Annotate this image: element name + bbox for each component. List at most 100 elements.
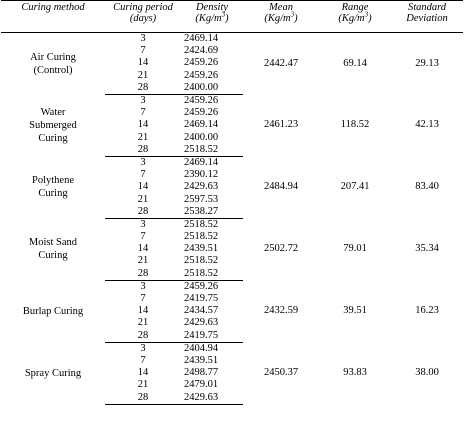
curing-method-cell: Spray Curing — [24, 367, 82, 379]
curing-period-cell: 14 — [137, 57, 149, 69]
density-cell: 2424.69 — [184, 45, 219, 57]
curing-period-cell: 3 — [140, 156, 146, 168]
curing-period-cell: 28 — [105, 143, 181, 157]
curing-method-cell: Air Curing (Control) — [30, 51, 76, 76]
curing-period-cell: 21 — [137, 379, 149, 391]
range-cell: 79.01 — [343, 243, 367, 255]
table-row: 7 2439.51 — [1, 355, 463, 367]
curing-density-table: Curing method Curing period (days) Densi… — [1, 0, 463, 405]
range-cell: 207.41 — [340, 181, 370, 193]
table-row: Water Submerged Curing 3 2459.26 2461.23 118.5… — [1, 94, 463, 144]
mean-cell: 2461.23 — [263, 119, 299, 131]
density-cell: 2419.75 — [184, 293, 219, 305]
curing-period-cell: 14 — [137, 119, 149, 131]
curing-method-cell: Burlap Curing — [22, 305, 84, 317]
mean-cell: 2432.59 — [263, 305, 299, 317]
table-row: 14 2498.77 — [1, 367, 463, 379]
density-cell: 2439.51 — [184, 354, 219, 366]
density-cell: 2459.26 — [184, 280, 219, 292]
table-row: 14 2434.57 — [1, 305, 463, 317]
table-row: 21 2459.26 — [1, 70, 463, 82]
table-row: Air Curing (Control) 3 2469.14 2442.47 69.14 2… — [1, 33, 463, 76]
curing-period-cell: 3 — [140, 95, 146, 107]
mean-cell: 2484.94 — [263, 181, 299, 193]
density-cell: 2429.63 — [181, 391, 243, 405]
density-cell: 2419.75 — [181, 329, 243, 343]
density-cell: 2469.14 — [184, 156, 219, 168]
density-cell: 2518.52 — [184, 255, 219, 267]
table-row: 28 2518.52 — [1, 143, 463, 157]
table-row: 28 2419.75 — [1, 329, 463, 343]
density-cell: 2538.27 — [181, 205, 243, 219]
table-row: 21 2400.00 — [1, 132, 463, 144]
standard-deviation-cell: 42.13 — [415, 119, 439, 131]
density-cell: 2518.52 — [184, 218, 219, 230]
range-cell: 39.51 — [343, 305, 367, 317]
table-row: Moist Sand Curing 3 2518.52 2502.72 79.01 35.3… — [1, 218, 463, 261]
curing-period-cell: 28 — [105, 205, 181, 219]
density-cell: 2390.12 — [184, 169, 219, 181]
table-row: 14 2469.14 — [1, 119, 463, 131]
standard-deviation-cell: 38.00 — [415, 367, 439, 379]
curing-period-cell: 14 — [137, 305, 149, 317]
curing-period-cell: 3 — [140, 33, 146, 45]
table-row: 14 2429.63 — [1, 181, 463, 193]
density-cell: 2459.26 — [184, 95, 219, 107]
density-cell: 2459.26 — [184, 69, 219, 81]
curing-period-cell: 3 — [140, 280, 146, 292]
curing-period-cell: 3 — [140, 218, 146, 230]
density-cell: 2479.01 — [184, 379, 219, 391]
density-cell: 2469.14 — [184, 33, 219, 45]
curing-period-cell: 21 — [137, 255, 149, 267]
header-row: Curing method Curing period (days) Densi… — [1, 0, 463, 33]
header-range: Range (Kg/m3) — [319, 0, 391, 33]
curing-method-cell: Polythene Curing — [32, 175, 74, 200]
table-row: 21 2597.53 — [1, 193, 463, 205]
curing-period-cell: 3 — [140, 342, 146, 354]
table-row: 21 2518.52 — [1, 255, 463, 267]
table-row: 7 2518.52 — [1, 231, 463, 243]
header-density: Density (Kg/m3) — [181, 0, 243, 33]
table-row: Spray Curing 3 2404.94 2450.37 93.83 38.00 — [1, 342, 463, 379]
curing-period-cell: 28 — [105, 267, 181, 281]
standard-deviation-cell: 29.13 — [415, 57, 439, 69]
density-cell: 2434.57 — [184, 305, 219, 317]
table-row: 14 2459.26 — [1, 57, 463, 69]
mean-cell: 2502.72 — [263, 243, 299, 255]
table-row: 28 2518.52 — [1, 267, 463, 281]
density-cell: 2429.63 — [184, 181, 219, 193]
density-cell: 2597.53 — [184, 193, 219, 205]
curing-period-cell: 7 — [140, 107, 146, 119]
curing-period-cell: 7 — [140, 169, 146, 181]
density-cell: 2518.52 — [181, 267, 243, 281]
density-cell: 2518.52 — [181, 143, 243, 157]
curing-period-cell: 7 — [140, 293, 146, 305]
curing-period-cell: 28 — [105, 329, 181, 343]
table-row: 7 2459.26 — [1, 107, 463, 119]
curing-period-cell: 7 — [140, 45, 146, 57]
curing-method-cell: Moist Sand Curing — [28, 237, 78, 262]
curing-period-cell: 21 — [137, 193, 149, 205]
mean-cell: 2442.47 — [263, 57, 299, 69]
density-cell: 2404.94 — [184, 342, 219, 354]
table-row: 28 2400.00 — [1, 81, 463, 95]
curing-period-cell: 7 — [140, 354, 146, 366]
table-row: 7 2390.12 — [1, 169, 463, 181]
density-cell: 2400.00 — [181, 81, 243, 95]
density-cell: 2459.26 — [184, 107, 219, 119]
curing-method-cell: Water Submerged Curing — [29, 106, 77, 144]
curing-period-cell: 7 — [140, 231, 146, 243]
standard-deviation-cell: 35.34 — [415, 243, 439, 255]
table-row: 21 2429.63 — [1, 317, 463, 329]
mean-cell: 2450.37 — [263, 367, 299, 379]
curing-period-cell: 14 — [137, 181, 149, 193]
density-cell: 2400.00 — [184, 131, 219, 143]
range-cell: 69.14 — [343, 57, 367, 69]
table-row: 28 2538.27 — [1, 205, 463, 219]
density-cell: 2429.63 — [184, 317, 219, 329]
table-row: Polythene Curing 3 2469.14 2484.94 207.41 83.4… — [1, 156, 463, 199]
table-row: 28 2429.63 — [1, 391, 463, 405]
density-cell: 2518.52 — [184, 231, 219, 243]
range-cell: 93.83 — [343, 367, 367, 379]
range-cell: 118.52 — [340, 119, 370, 131]
